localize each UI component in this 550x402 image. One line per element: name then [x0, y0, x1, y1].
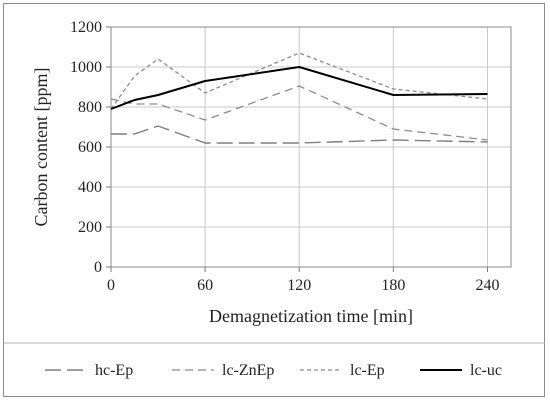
chart-frame: [3, 3, 545, 397]
legend-label-hc-ep: hc-Ep: [95, 362, 133, 379]
axes: 0 200 400 600 800 1000 1200 0 60 120 180 240: [70, 19, 512, 294]
y-tick-label: 600: [78, 139, 102, 156]
x-axis-title: Demagnetization time [min]: [209, 306, 413, 326]
y-tick-label: 1200: [70, 19, 102, 36]
legend-label-lc-ep: lc-Ep: [350, 362, 385, 379]
series-line-hc-ep: [111, 125, 488, 144]
legend-label-lc-znep: lc-ZnEp: [222, 362, 274, 379]
x-tick-label: 120: [287, 277, 311, 294]
legend: hc-Ep lc-ZnEp lc-Ep lc-uc: [45, 362, 502, 379]
y-tick-label: 200: [78, 219, 102, 236]
x-tick-label: 180: [381, 277, 405, 294]
x-tick-label: 240: [475, 277, 499, 294]
y-tick-label: 0: [94, 259, 102, 276]
grid: [111, 26, 511, 267]
y-tick-label: 400: [78, 179, 102, 196]
x-tick-label: 60: [197, 277, 213, 294]
plot-area-border: [110, 26, 512, 268]
series-line-lc-znep: [110, 85, 488, 141]
series-line-lc-ep: [110, 52, 488, 110]
y-tick-label: 800: [78, 99, 102, 116]
y-axis-title: Carbon content [ppm]: [31, 68, 51, 227]
legend-label-lc-uc: lc-uc: [470, 362, 502, 379]
series-line-lc-uc: [110, 66, 488, 110]
series-lines: [110, 52, 488, 144]
x-tick-label: 0: [107, 277, 115, 294]
y-tick-label: 1000: [70, 59, 102, 76]
